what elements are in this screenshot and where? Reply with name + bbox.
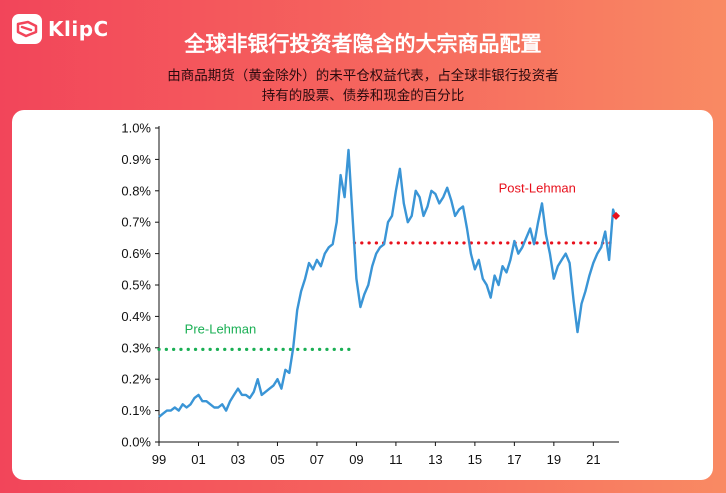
- y-tick-label: 0.9%: [121, 152, 151, 167]
- subtitle-line-2: 持有的股票、债券和现金的百分比: [261, 88, 465, 104]
- end-marker: [612, 211, 621, 220]
- y-tick-label: 1.0%: [121, 121, 151, 136]
- y-tick-label: 0.4%: [121, 309, 151, 324]
- y-tick-label: 0.0%: [121, 435, 151, 450]
- page-title: 全球非银行投资者隐含的大宗商品配置: [184, 32, 542, 56]
- klipc-logo-icon: [12, 14, 42, 44]
- x-tick-label: 03: [231, 452, 245, 467]
- y-tick-label: 0.5%: [121, 278, 151, 293]
- series-line: [158, 148, 617, 418]
- y-tick-label: 0.7%: [121, 215, 151, 230]
- x-tick-label: 11: [389, 452, 403, 467]
- line-chart: 0.0% 0.1% 0.2% 0.3% 0.4% 0.5% 0.6% 0.7% 0.8% 0.9%…: [121, 121, 621, 467]
- x-tick-label: 21: [586, 452, 600, 467]
- y-tick-label: 0.8%: [121, 183, 151, 198]
- subtitle-line-1: 由商品期货（黄金除外）的未平仓权益代表，占全球非银行投资者: [167, 68, 559, 84]
- annotation-post-lehman: Post-Lehman: [499, 180, 576, 195]
- chart-card: 0.0% 0.1% 0.2% 0.3% 0.4% 0.5% 0.6% 0.7% 0.8% 0.9%…: [12, 110, 713, 480]
- x-tick-label: 07: [310, 452, 324, 467]
- x-tick-label: 05: [270, 452, 284, 467]
- brand-name: KlipC: [48, 17, 109, 41]
- y-tick-label: 0.3%: [121, 340, 151, 355]
- x-tick-label: 13: [428, 452, 442, 467]
- page-subtitle: 由商品期货（黄金除外）的未平仓权益代表，占全球非银行投资者 持有的股票、债券和现…: [0, 66, 726, 106]
- x-tick-label: 17: [507, 452, 521, 467]
- y-tick-label: 0.2%: [121, 372, 151, 387]
- y-tick-label: 0.1%: [121, 403, 151, 418]
- x-tick-label: 99: [152, 452, 166, 467]
- x-tick-label: 09: [349, 452, 363, 467]
- x-tick-label: 01: [191, 452, 205, 467]
- brand-logo: KlipC: [12, 12, 109, 46]
- x-tick-label: 15: [468, 452, 482, 467]
- y-tick-label: 0.6%: [121, 246, 151, 261]
- x-tick-label: 19: [547, 452, 561, 467]
- annotation-pre-lehman: Pre-Lehman: [185, 322, 257, 337]
